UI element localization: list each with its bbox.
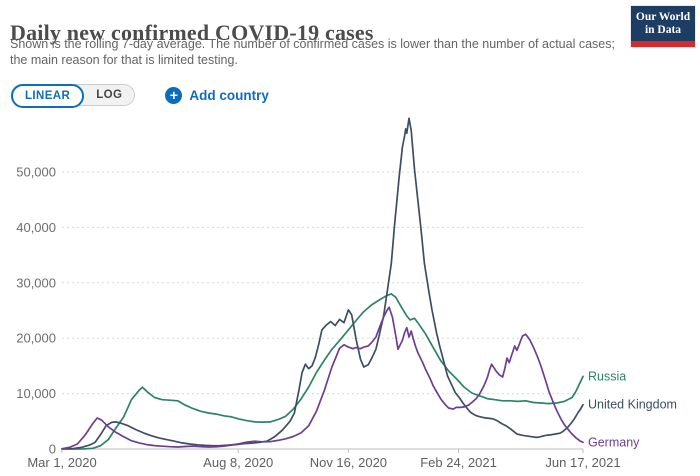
subtitle-line-1: Shown is the rolling 7-day average. The … [10,37,615,51]
legend-label-united-kingdom[interactable]: United Kingdom [588,398,677,412]
y-axis-tick-label: 20,000 [16,331,56,346]
legend-label-russia[interactable]: Russia [588,369,626,383]
x-axis-tick-label: Feb 24, 2021 [420,455,497,470]
owid-logo-text: Our World in Data [631,6,695,41]
y-axis-tick-label: 50,000 [16,165,56,180]
legend-label-germany[interactable]: Germany [588,435,640,449]
y-axis-tick-label: 40,000 [16,220,56,235]
scale-toggle: LINEAR LOG [11,84,136,108]
add-country-label: Add country [189,87,269,103]
y-axis-tick-label: 0 [49,442,56,457]
add-country-button[interactable]: + Add country [165,86,269,104]
linear-tab[interactable]: LINEAR [11,84,85,108]
owid-logo-red-bar [631,41,695,47]
plus-icon: + [165,86,183,104]
owid-logo[interactable]: Our World in Data [631,6,695,47]
y-axis-tick-label: 10,000 [16,386,56,401]
chart-subtitle: Shown is the rolling 7-day average. The … [10,36,615,68]
subtitle-line-2: the main reason for that is limited test… [10,53,238,67]
log-tab[interactable]: LOG [96,89,123,101]
line-germany [61,306,584,450]
y-axis-tick-label: 30,000 [16,275,56,290]
x-axis-tick-label: Nov 16, 2020 [310,455,387,470]
owid-logo-line2: in Data [644,23,682,36]
line-united-kingdom [61,117,584,450]
owid-logo-line1: Our World [635,11,691,23]
x-axis-tick-label: Mar 1, 2020 [27,455,96,470]
line-russia [61,293,584,450]
chart-controls: LINEAR LOG + Add country [11,84,269,108]
x-axis-tick-label: Aug 8, 2020 [203,455,273,470]
page-title: Daily new confirmed COVID-19 cases [10,19,374,45]
x-axis-tick-label: Jun 17, 2021 [545,455,620,470]
